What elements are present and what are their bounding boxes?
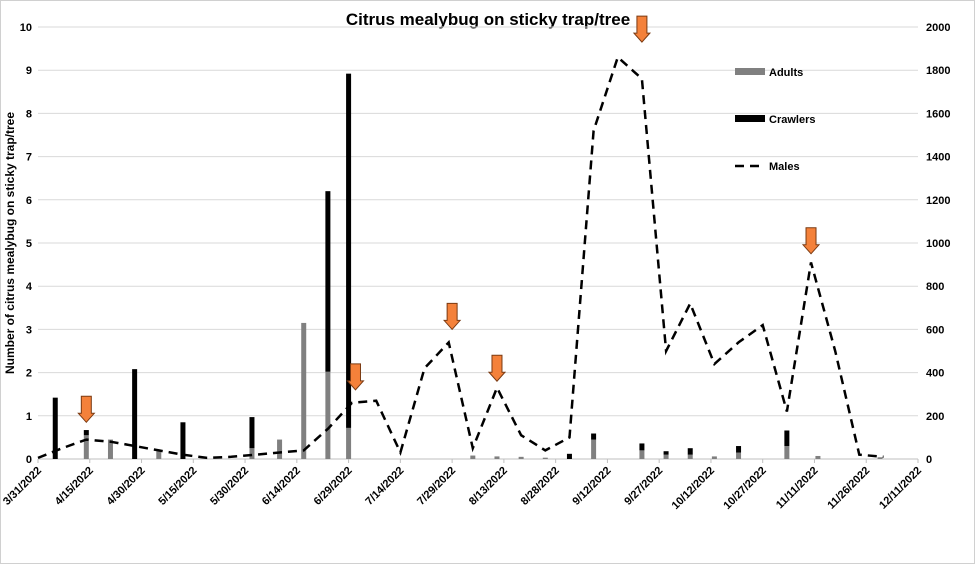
left-tick-label: 1 (26, 411, 32, 423)
x-tick-label: 6/14/2022 (260, 465, 303, 508)
bar-adults (301, 322, 307, 459)
bar-adults (736, 452, 742, 459)
bar-crawlers (784, 430, 790, 447)
x-tick-label: 12/11/2022 (877, 465, 924, 512)
bar-adults (711, 456, 717, 459)
arrow-marker (346, 363, 365, 391)
bar-crawlers (687, 448, 693, 455)
right-tick-label: 600 (926, 324, 944, 336)
right-tick-label: 400 (926, 368, 944, 380)
bar-adults (83, 435, 89, 459)
x-tick-label: 5/15/2022 (156, 465, 199, 508)
x-tick-label: 3/31/2022 (1, 465, 44, 508)
bar-adults (591, 439, 597, 459)
legend: Adults Crawlers Males (735, 67, 815, 173)
x-tick-label: 7/29/2022 (415, 465, 458, 508)
right-tick-label: 1000 (926, 238, 950, 250)
arrow-marker (443, 302, 462, 331)
bar-adults (156, 451, 162, 459)
bar-crawlers (639, 443, 645, 451)
left-tick-label: 3 (26, 324, 32, 336)
gridlines (38, 26, 918, 417)
bar-adults (325, 371, 331, 459)
males-series (37, 54, 884, 460)
arrows (77, 15, 821, 424)
bar-adults (470, 455, 476, 459)
x-tick-label: 6/29/2022 (312, 465, 355, 508)
legend-label-crawlers: Crawlers (769, 114, 815, 126)
right-tick-label: 1600 (926, 108, 950, 120)
bar-crawlers (346, 73, 352, 428)
left-tick-label: 9 (26, 65, 32, 77)
x-tick-label: 5/30/2022 (208, 465, 251, 508)
arrow-marker (487, 354, 507, 382)
legend-swatch-crawlers (735, 115, 765, 122)
bar-crawlers (591, 433, 597, 440)
bar-crawlers (132, 369, 138, 459)
right-tick-label: 800 (926, 281, 944, 293)
x-tick-label: 10/27/2022 (721, 465, 768, 512)
bar-crawlers (325, 191, 331, 372)
left-tick-label: 8 (26, 108, 32, 120)
bar-adults (277, 439, 283, 459)
bar-crawlers (566, 453, 572, 459)
bar-adults (815, 455, 821, 459)
x-tick-label: 9/12/2022 (570, 465, 613, 508)
x-tick-label: 4/15/2022 (53, 465, 96, 508)
x-tick-label: 7/14/2022 (363, 465, 406, 508)
y-axis-label: Number of citrus mealybug on sticky trap… (3, 112, 17, 374)
bar-crawlers (736, 446, 742, 453)
left-tick-label: 0 (26, 454, 32, 466)
x-tick-label: 8/28/2022 (519, 465, 562, 508)
arrow-marker (801, 227, 821, 255)
bar-crawlers (83, 430, 89, 436)
right-axis-ticks: 0 200 400 600 800 1000 1200 1400 1600 1800 2000 (926, 22, 950, 466)
left-tick-label: 4 (26, 281, 33, 293)
bar-crawlers (249, 417, 255, 449)
right-tick-label: 200 (926, 411, 944, 423)
x-tick-label: 11/26/2022 (825, 465, 872, 512)
x-tick-label: 4/30/2022 (105, 465, 148, 508)
bar-adults (639, 450, 645, 459)
right-tick-label: 1400 (926, 152, 950, 164)
bar-crawlers (52, 397, 58, 459)
bar-adults (249, 448, 255, 459)
legend-swatch-adults (735, 68, 765, 75)
bar-adults (542, 457, 548, 459)
left-tick-label: 5 (26, 238, 32, 250)
arrow-marker (77, 395, 96, 424)
bars (52, 73, 883, 459)
chart-title: Citrus mealybug on sticky trap/tree (346, 10, 630, 29)
bar-adults (877, 457, 883, 459)
bar-adults (518, 456, 524, 459)
bar-adults (346, 427, 352, 459)
bar-adults (784, 446, 790, 459)
x-tick-label: 9/27/2022 (622, 465, 665, 508)
legend-label-adults: Adults (769, 67, 803, 79)
males-line (37, 54, 884, 460)
right-tick-label: 1800 (926, 65, 950, 77)
right-tick-label: 0 (926, 454, 932, 466)
bar-adults (663, 454, 669, 459)
x-axis-ticks: 3/31/2022 4/15/2022 4/30/2022 5/15/2022 5/30… (1, 459, 924, 512)
bar-crawlers (180, 422, 186, 459)
right-tick-label: 1200 (926, 195, 950, 207)
legend-label-males: Males (769, 161, 800, 173)
x-tick-label: 10/12/2022 (670, 465, 717, 512)
x-tick-label: 11/11/2022 (774, 465, 821, 512)
bar-adults (494, 456, 500, 459)
bar-adults (687, 454, 693, 459)
left-tick-label: 2 (26, 368, 32, 380)
arrow-marker (632, 15, 652, 43)
left-tick-label: 10 (20, 22, 32, 34)
bar-adults (107, 439, 113, 459)
left-tick-label: 7 (26, 152, 32, 164)
left-axis-ticks: 0 1 2 3 4 5 6 7 8 9 10 (20, 22, 33, 466)
left-tick-label: 6 (26, 195, 32, 207)
right-tick-label: 2000 (926, 22, 950, 34)
x-tick-label: 8/13/2022 (467, 465, 510, 508)
bar-crawlers (663, 451, 669, 455)
